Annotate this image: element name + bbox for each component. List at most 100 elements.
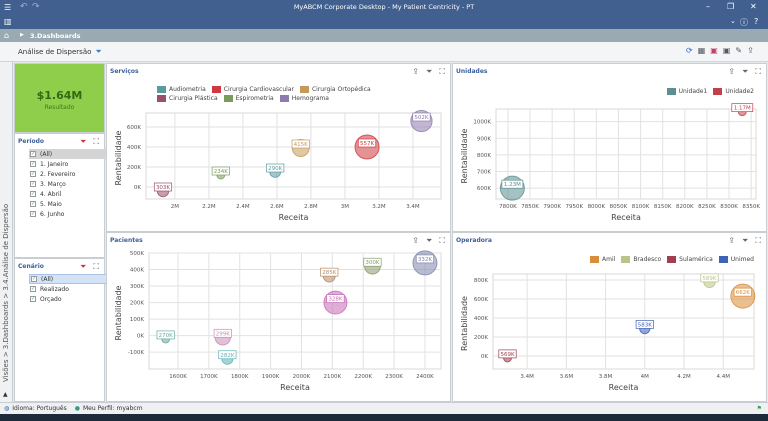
x-axis-label: Receita: [280, 383, 310, 392]
app-menu-icon[interactable]: ☰: [4, 3, 12, 12]
edit-icon[interactable]: ✎: [735, 46, 743, 55]
clear-filter-icon[interactable]: ⏷: [79, 262, 87, 271]
y-tick-label: 0K: [481, 354, 488, 360]
legend-item[interactable]: Unidade2: [713, 88, 754, 95]
checkbox[interactable]: ✓: [30, 201, 36, 207]
bubble[interactable]: [499, 175, 525, 201]
breadcrumb-dashboards[interactable]: 3.Dashboards: [30, 32, 81, 40]
filter-item[interactable]: ✓ 2. Fevereiro: [29, 169, 113, 179]
bubble[interactable]: [364, 257, 381, 275]
checkbox[interactable]: ✓: [30, 181, 36, 187]
refresh-icon[interactable]: ⟳: [686, 46, 693, 55]
bubble[interactable]: [216, 170, 226, 180]
checkbox[interactable]: ✓: [30, 161, 36, 167]
filter-icon[interactable]: ⏷: [425, 236, 433, 245]
maximize-icon[interactable]: ⛶: [439, 67, 445, 76]
legend-item[interactable]: Unidade1: [666, 88, 707, 95]
export-icon[interactable]: ⇪: [747, 46, 754, 55]
bubble[interactable]: [639, 322, 651, 335]
filter-item[interactable]: ✓ (All): [29, 149, 113, 159]
save-icon[interactable]: ▣: [710, 46, 718, 55]
filter-icon[interactable]: ⏷: [425, 67, 433, 76]
legend-item[interactable]: Sulamérica: [667, 256, 713, 263]
legend-swatch: [299, 86, 309, 93]
checkbox[interactable]: ✓: [30, 211, 36, 217]
expand-up-icon[interactable]: ▲: [3, 391, 8, 398]
help-icon[interactable]: ?: [754, 17, 759, 26]
save-as-icon[interactable]: ▣: [722, 46, 731, 55]
export-icon[interactable]: ⇪: [412, 67, 419, 76]
checkbox[interactable]: ✓: [31, 276, 37, 282]
filter-icon[interactable]: ⏷: [741, 236, 749, 245]
filter-item[interactable]: ✓ 4. Abril: [29, 189, 113, 199]
checkbox[interactable]: ✓: [30, 151, 36, 157]
filter-item[interactable]: ✓ (All): [29, 274, 113, 284]
filter-item[interactable]: ✓ 5. Maio: [29, 199, 113, 209]
legend-item[interactable]: Cirurgia Cardiovascular: [211, 86, 294, 93]
minimize-button[interactable]: –: [706, 2, 710, 11]
bubble[interactable]: [737, 107, 747, 117]
maximize-icon[interactable]: ⛶: [439, 236, 445, 245]
profile-link[interactable]: Meu Perfil: myabcm: [83, 405, 143, 412]
filter-item[interactable]: ✓ 6. Junho: [29, 209, 113, 219]
bubble[interactable]: [322, 269, 336, 283]
language-selector[interactable]: Idioma: Português: [12, 405, 67, 412]
legend-item[interactable]: Unimed: [718, 256, 754, 263]
legend-item[interactable]: Cirurgia Ortopédica: [299, 86, 371, 93]
bubble[interactable]: [291, 139, 310, 157]
legend-label: Amil: [602, 256, 616, 263]
filter-item[interactable]: ✓ Orçado: [29, 294, 113, 304]
bubble-label-box: [733, 287, 752, 297]
bubble[interactable]: [354, 134, 380, 160]
legend-item[interactable]: Audiometria: [157, 86, 206, 93]
legend-item[interactable]: Espirometria: [223, 95, 274, 102]
filter-icon[interactable]: ⏷: [95, 47, 102, 56]
grid-icon[interactable]: ▦: [697, 46, 706, 55]
maximize-icon[interactable]: ⛶: [755, 67, 761, 76]
close-button[interactable]: ✕: [750, 2, 757, 11]
checkbox[interactable]: ✓: [30, 296, 36, 302]
bubble[interactable]: [156, 184, 170, 198]
legend-item[interactable]: Hemograma: [279, 95, 329, 102]
maximize-icon[interactable]: ⛶: [755, 236, 761, 245]
y-tick-label: 800K: [474, 278, 488, 284]
filter-item-label: 6. Junho: [40, 210, 65, 218]
filter-item[interactable]: ✓ Realizado: [29, 284, 113, 294]
maximize-icon[interactable]: ⛶: [93, 262, 99, 271]
bubble[interactable]: [703, 275, 716, 289]
clear-filter-icon[interactable]: ⏷: [79, 137, 87, 146]
bubble[interactable]: [730, 283, 756, 309]
checkbox[interactable]: ✓: [30, 286, 36, 292]
info-icon[interactable]: ⓘ: [740, 18, 748, 27]
export-icon[interactable]: ⇪: [728, 236, 735, 245]
bubble[interactable]: [214, 329, 232, 346]
legend-item[interactable]: Amil: [590, 256, 615, 263]
chevron-down-icon[interactable]: ⌄: [730, 17, 736, 25]
bubble[interactable]: [412, 250, 438, 276]
panel-toggle-icon[interactable]: ▥: [4, 17, 12, 26]
bubble[interactable]: [269, 166, 282, 178]
bubble[interactable]: [503, 353, 513, 363]
export-icon[interactable]: ⇪: [728, 67, 735, 76]
bubble-label-box: [501, 179, 524, 189]
maximize-button[interactable]: ❐: [727, 2, 735, 11]
x-tick-label: 4M: [641, 374, 649, 380]
export-icon[interactable]: ⇪: [412, 236, 419, 245]
undo-icon[interactable]: ↶: [20, 2, 28, 12]
redo-icon[interactable]: ↷: [32, 2, 40, 12]
filter-item[interactable]: ✓ 3. Março: [29, 179, 113, 189]
legend-item[interactable]: Cirurgia Plástica: [157, 95, 218, 102]
filter-icon[interactable]: ⏷: [741, 67, 749, 76]
maximize-icon[interactable]: ⛶: [93, 137, 99, 146]
checkbox[interactable]: ✓: [30, 191, 36, 197]
bubble[interactable]: [410, 109, 433, 133]
navigation-strip[interactable]: Visões > 3.Dashboards > 3.4.Análise de D…: [0, 62, 13, 402]
bubble[interactable]: [323, 290, 348, 315]
checkbox[interactable]: ✓: [30, 171, 36, 177]
bubble-label: 270K: [159, 333, 173, 339]
bubble[interactable]: [161, 334, 171, 344]
bubble[interactable]: [221, 352, 234, 365]
home-icon[interactable]: ⌂: [4, 31, 10, 40]
legend-item[interactable]: Bradesco: [621, 256, 661, 263]
filter-item[interactable]: ✓ 1. Janeiro: [29, 159, 113, 169]
